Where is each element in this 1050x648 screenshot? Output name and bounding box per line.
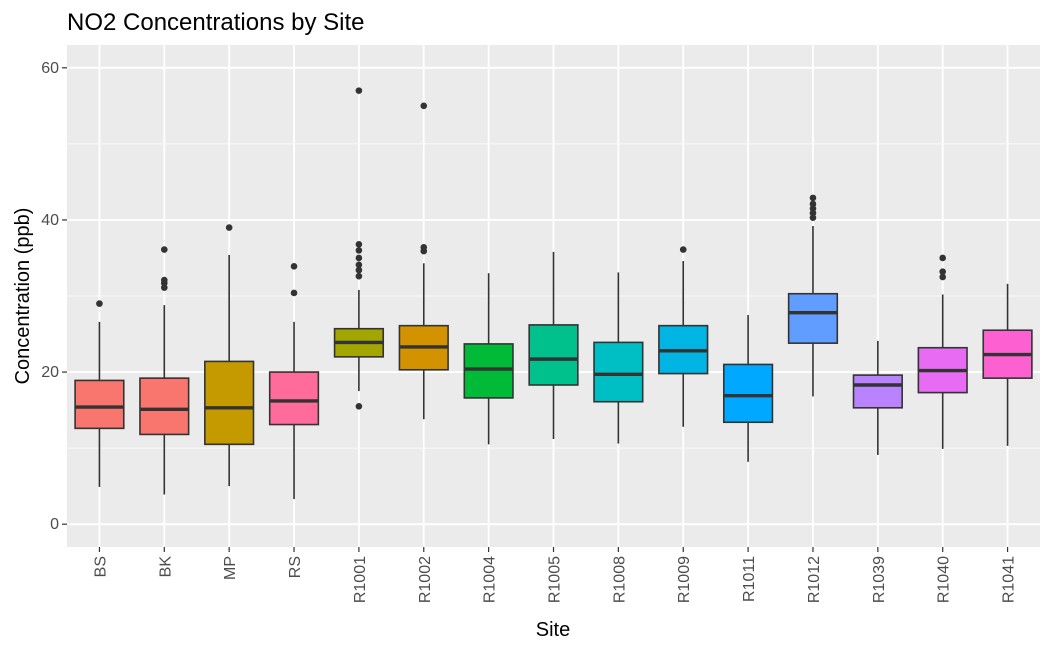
x-tick-label: R1001 — [352, 556, 369, 603]
outlier-point — [161, 284, 168, 291]
x-tick-label: R1002 — [417, 556, 434, 603]
box-mp — [204, 224, 255, 487]
outlier-point — [96, 300, 103, 307]
outlier-point — [420, 102, 428, 110]
outlier-point — [809, 209, 817, 217]
x-tick-label: R1009 — [676, 556, 693, 603]
iqr-box — [204, 360, 255, 446]
box-bk — [139, 246, 190, 495]
outlier-point — [355, 272, 363, 280]
box-r1004 — [463, 273, 514, 445]
box-r1040 — [917, 254, 968, 449]
x-tick-label: R1008 — [611, 556, 628, 603]
outlier-point — [161, 246, 168, 253]
box-r1009 — [658, 246, 709, 427]
outlier-point — [355, 261, 363, 269]
outlier-point — [939, 254, 946, 262]
x-tick-label: R1004 — [482, 556, 499, 603]
x-tick-label: RS — [287, 556, 304, 578]
iqr-box — [139, 377, 190, 436]
x-tick-label: R1040 — [936, 556, 953, 603]
box-r1012 — [787, 194, 839, 397]
outlier-point — [809, 205, 817, 212]
iqr-box — [528, 324, 579, 386]
outlier-point — [679, 246, 687, 253]
outlier-point — [809, 194, 817, 202]
x-tick-label: R1012 — [806, 556, 823, 603]
iqr-box — [593, 341, 644, 403]
outlier-point — [355, 247, 363, 254]
outlier-point — [225, 224, 233, 231]
y-axis: 0 20 40 60 — [41, 60, 67, 533]
box-r1011 — [722, 315, 774, 462]
box-r1001 — [333, 87, 385, 410]
x-tick-label: R1011 — [741, 556, 758, 602]
y-tick-label: 40 — [41, 212, 59, 229]
box-r1039 — [852, 340, 903, 455]
x-tick-label: R1005 — [547, 556, 564, 603]
outlier-point — [939, 268, 946, 275]
iqr-box — [268, 371, 320, 426]
outlier-point — [809, 214, 817, 221]
boxplots — [74, 87, 1033, 500]
x-axis: BS BK MP RS R1001 R1002 R1004 R1005 R1008 R1009 R1… — [92, 547, 1018, 603]
iqr-box — [74, 379, 125, 430]
outlier-point — [355, 266, 363, 274]
y-tick-label: 0 — [50, 516, 59, 533]
iqr-box — [787, 292, 839, 344]
outlier-point — [290, 289, 298, 297]
box-bs — [74, 300, 125, 487]
chart-title: NO2 Concentrations by Site — [67, 9, 364, 36]
outlier-point — [161, 276, 168, 284]
iqr-box — [852, 374, 903, 409]
box-r1008 — [593, 272, 644, 444]
outlier-point — [355, 240, 363, 248]
outlier-point — [939, 273, 946, 281]
outlier-point — [809, 200, 817, 208]
outlier-point — [420, 244, 428, 251]
outlier-point — [355, 87, 363, 94]
box-rs — [268, 263, 320, 500]
box-r1041 — [982, 283, 1033, 446]
x-tick-label: R1039 — [871, 556, 888, 603]
y-axis-title: Concentration (ppb) — [12, 208, 34, 385]
x-tick-label: MP — [222, 556, 239, 580]
box-r1005 — [528, 251, 579, 439]
x-tick-label: BS — [92, 556, 109, 577]
x-tick-label: R1041 — [1001, 556, 1018, 603]
y-tick-label: 20 — [41, 364, 59, 381]
y-tick-label: 60 — [41, 60, 59, 77]
outlier-point — [290, 263, 298, 270]
x-axis-title: Site — [536, 619, 570, 641]
iqr-box — [722, 363, 774, 424]
iqr-box — [463, 343, 514, 399]
box-r1002 — [398, 102, 449, 420]
outlier-point — [355, 254, 363, 262]
x-tick-label: BK — [157, 556, 174, 578]
outlier-point — [355, 402, 363, 410]
